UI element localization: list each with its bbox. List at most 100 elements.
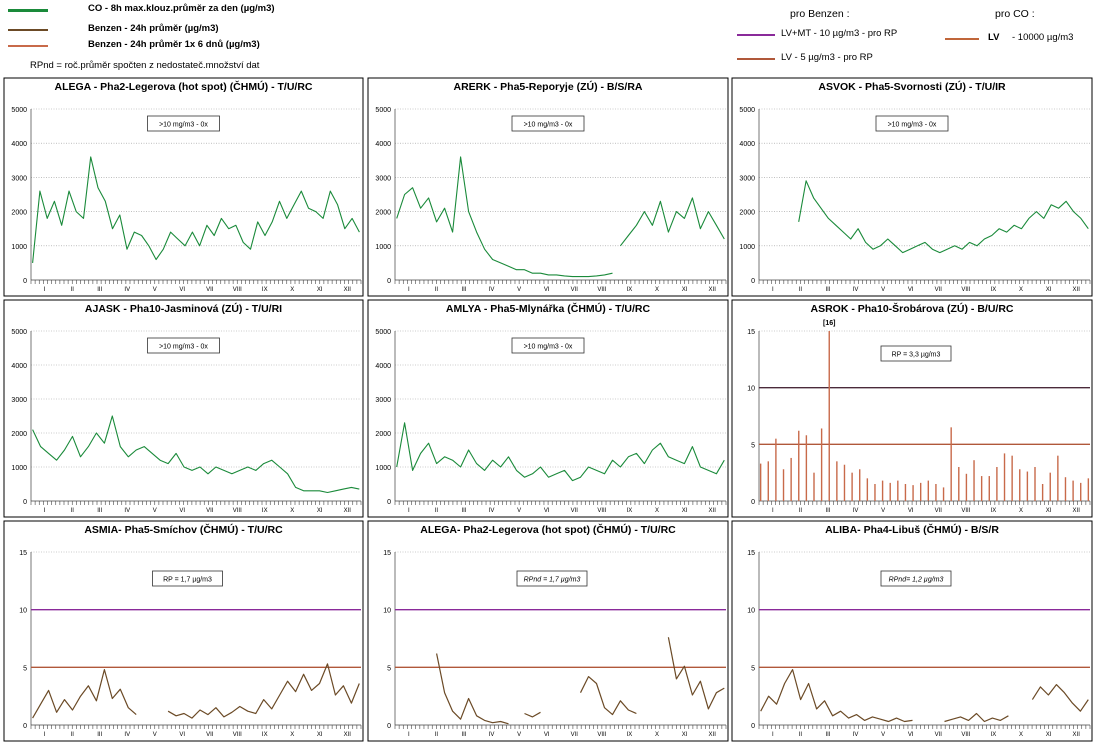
chart-title: ASROK - Pha10-Šrobárova (ZÚ) - B/U/RC: [810, 302, 1013, 315]
series-line: [619, 197, 725, 247]
bar: [1072, 480, 1074, 501]
month-label: X: [290, 287, 294, 293]
month-label: III: [825, 732, 830, 738]
legend-benzen-line: [8, 29, 48, 31]
bar: [881, 480, 884, 501]
y-tick-label: 15: [383, 550, 391, 557]
bar: [889, 482, 891, 501]
y-tick-label: 5: [387, 665, 391, 672]
y-tick-label: 10: [383, 608, 391, 615]
y-tick-label: 4000: [11, 363, 27, 370]
bar: [1041, 484, 1044, 501]
bar: [935, 484, 937, 501]
month-label: I: [772, 732, 774, 738]
panel-frame: [3, 299, 364, 518]
month-label: III: [97, 287, 102, 293]
chart-title: ALEGA - Pha2-Legerova (hot spot) (ČHMÚ) …: [54, 80, 312, 93]
info-box-label: RP = 3,3 µg/m3: [892, 352, 941, 359]
legend-benzen-label: Benzen - 24h průměr (µg/m3): [88, 23, 219, 34]
month-label: V: [153, 732, 157, 738]
month-label: VII: [935, 732, 943, 738]
month-label: IX: [991, 508, 997, 514]
bar: [759, 463, 762, 501]
legend-co-line: [8, 9, 48, 12]
series-line: [524, 711, 541, 718]
month-label: VII: [206, 508, 214, 514]
bar: [973, 460, 975, 501]
bar: [912, 485, 914, 501]
y-tick-label: 3000: [11, 397, 27, 404]
y-tick-label: 0: [387, 278, 391, 285]
month-label: II: [71, 732, 75, 738]
series-line: [798, 180, 1089, 254]
month-label: XII: [709, 287, 717, 293]
info-box: [511, 337, 585, 354]
bar: [851, 472, 853, 501]
legend-lvmt-label: LV+MT - 10 µg/m3 - pro RP: [781, 28, 898, 39]
series-line: [396, 156, 613, 278]
series-line: [944, 712, 1009, 723]
y-tick-label: 0: [751, 278, 755, 285]
month-label: VII: [206, 287, 214, 293]
month-label: VII: [935, 287, 943, 293]
legend-pro-co: pro CO :: [995, 8, 1035, 20]
legend-rpnd-note: RPnd = roč.průměr spočten z nedostateč.m…: [30, 60, 260, 71]
bar: [897, 480, 899, 501]
chart-title: ALIBA- Pha4-Libuš (ČHMÚ) - B/S/R: [825, 523, 999, 536]
month-label: XI: [317, 732, 323, 738]
panel-frame: [3, 77, 364, 297]
bar: [1087, 478, 1090, 501]
legend-lv-label: LV - 5 µg/m3 - pro RP: [781, 52, 873, 63]
month-label: III: [461, 732, 466, 738]
month-label: XI: [682, 287, 688, 293]
month-label: IV: [124, 508, 130, 514]
bar: [919, 482, 922, 501]
chart-panel: ASROK - Pha10-Šrobárova (ZÚ) - B/U/RC 0 5 1…: [731, 299, 1093, 518]
bar: [874, 484, 876, 501]
bar: [950, 427, 952, 501]
legend-lvmt-line: [737, 34, 775, 36]
month-label: VI: [908, 508, 914, 514]
month-label: VI: [908, 287, 914, 293]
month-label: I: [44, 508, 46, 514]
bar: [820, 428, 823, 501]
month-label: V: [881, 287, 885, 293]
bar: [790, 457, 792, 501]
y-tick-label: 3000: [11, 175, 27, 182]
y-tick-label: 5: [751, 665, 755, 672]
y-tick-label: 4000: [739, 141, 755, 148]
y-tick-label: 15: [747, 550, 755, 557]
info-box: [511, 115, 585, 132]
month-label: VIII: [597, 287, 606, 293]
chart-title: AMLYA - Pha5-Mlynářka (ČHMÚ) - T/U/RC: [446, 302, 651, 315]
series-line: [32, 156, 360, 263]
month-label: VI: [179, 732, 185, 738]
month-label: III: [461, 287, 466, 293]
series-line: [32, 669, 137, 719]
bar: [828, 331, 830, 501]
series-line: [167, 663, 360, 719]
month-label: XII: [1073, 287, 1081, 293]
month-label: VI: [179, 287, 185, 293]
month-label: II: [71, 508, 75, 514]
y-tick-label: 0: [751, 499, 755, 506]
y-tick-label: 4000: [375, 141, 391, 148]
month-label: X: [290, 508, 294, 514]
month-label: V: [881, 508, 885, 514]
month-label: IV: [853, 287, 859, 293]
series-line: [436, 653, 509, 725]
month-label: X: [655, 508, 659, 514]
bar: [843, 464, 846, 501]
month-label: VII: [571, 732, 579, 738]
month-label: X: [1019, 508, 1023, 514]
y-tick-label: 15: [747, 329, 755, 336]
info-box: [875, 115, 949, 132]
month-label: VIII: [961, 732, 970, 738]
info-box: [516, 570, 588, 587]
panel-frame: [3, 520, 364, 742]
month-label: VI: [908, 732, 914, 738]
month-label: XI: [317, 287, 323, 293]
y-tick-label: 0: [23, 278, 27, 285]
month-label: VII: [571, 287, 579, 293]
y-tick-label: 3000: [375, 397, 391, 404]
